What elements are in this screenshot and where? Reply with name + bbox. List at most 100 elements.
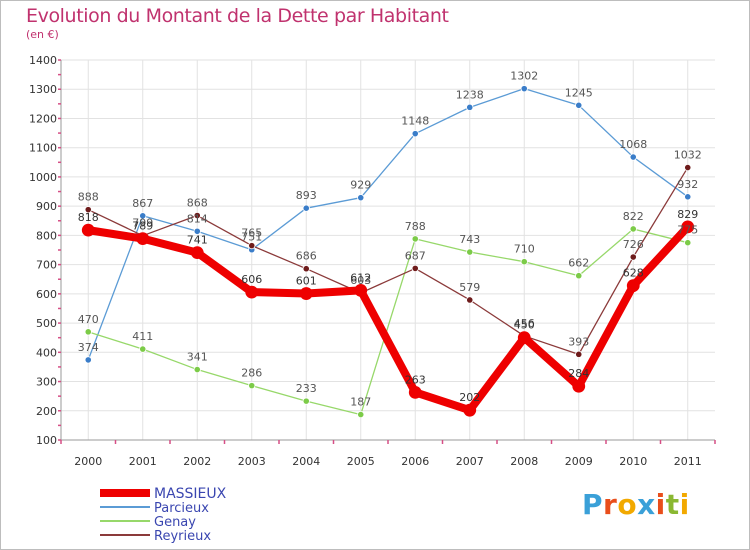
data-label-genay: 788 [405,220,426,233]
data-label-parcieux: 1302 [510,70,538,83]
data-label-massieux: 818 [78,211,99,224]
data-label-genay: 233 [296,382,317,395]
data-point-parcieux [357,194,365,202]
data-point-massieux [626,279,640,293]
data-label-reyrieux: 579 [459,281,480,294]
data-label-reyrieux: 687 [405,249,426,262]
data-label-genay: 411 [132,330,153,343]
data-point-parcieux [302,204,310,212]
series-line-parcieux [87,87,689,361]
data-label-parcieux: 867 [132,197,153,210]
data-point-genay [575,272,583,280]
data-point-reyrieux [411,264,419,273]
data-label-reyrieux: 726 [623,238,644,251]
series-line-genay [87,228,689,416]
data-label-genay: 286 [241,367,262,380]
data-point-genay [84,328,92,336]
y-tick-label-1200: 1200 [29,112,57,125]
proxiti-logo: Proxiti [582,488,690,521]
x-tick-label-2008: 2008 [510,455,538,468]
legend-label-genay: Genay [154,515,196,530]
data-label-reyrieux: 1032 [674,149,702,162]
data-label-parcieux: 814 [187,212,208,225]
data-label-reyrieux: 888 [78,191,99,204]
data-point-reyrieux [84,206,92,214]
series-genay [84,225,692,419]
data-point-massieux [81,223,95,237]
x-tick-label-2011: 2011 [674,455,702,468]
x-tick-label-2001: 2001 [129,455,157,468]
data-label-massieux: 284 [568,367,589,380]
y-tick-label-200: 200 [36,405,57,418]
x-tick-label-2007: 2007 [456,455,484,468]
data-point-reyrieux [193,211,201,220]
data-point-massieux [408,385,422,399]
data-label-massieux: 601 [296,275,317,288]
y-tick-label-1300: 1300 [29,83,57,96]
series-line-massieux [84,222,692,415]
data-label-genay: 710 [514,243,535,256]
data-point-reyrieux [684,163,692,172]
data-label-parcieux: 1148 [401,115,429,128]
data-label-parcieux: 1245 [565,86,593,99]
data-label-massieux: 829 [677,208,698,221]
data-point-parcieux [193,227,201,235]
logo-letter: t [665,488,680,521]
data-point-genay [248,382,256,390]
data-point-massieux [136,232,150,246]
y-tick-label-500: 500 [36,317,57,330]
data-point-massieux [572,379,586,393]
y-tick-label-900: 900 [36,200,57,213]
logo-letter: P [582,488,604,521]
data-label-genay: 662 [568,257,589,270]
logo-letter: x [637,488,656,521]
x-tick-label-2010: 2010 [619,455,647,468]
data-point-parcieux [139,212,147,220]
data-point-parcieux [466,103,474,111]
x-tick-label-2002: 2002 [183,455,211,468]
data-point-massieux [299,287,313,300]
series-parcieux [84,85,692,364]
y-tick-label-300: 300 [36,376,57,389]
x-tick-label-2006: 2006 [401,455,429,468]
data-label-massieux: 450 [514,319,535,332]
data-label-parcieux: 374 [78,341,99,354]
data-point-parcieux [84,356,92,364]
data-point-massieux [517,331,531,345]
data-point-reyrieux [466,296,474,304]
data-point-genay [684,239,692,247]
legend-label-massieux: MASSIEUX [154,486,227,502]
data-point-reyrieux [248,242,256,250]
data-label-genay: 470 [78,313,99,326]
data-point-massieux [463,403,477,417]
data-point-reyrieux [302,265,310,273]
y-tick-label-1400: 1400 [29,54,57,67]
data-label-massieux: 606 [241,273,262,286]
data-label-genay: 822 [623,210,644,223]
data-label-genay: 743 [459,233,480,246]
data-point-genay [411,235,419,243]
series-massieux [81,220,695,417]
data-label-massieux: 263 [405,373,426,386]
x-tick-label-2005: 2005 [347,455,375,468]
legend-label-reyrieux: Reyrieux [154,529,211,544]
data-label-parcieux: 751 [241,231,262,244]
data-point-reyrieux [575,350,583,358]
data-point-genay [357,410,365,419]
data-label-parcieux: 1238 [456,88,484,101]
data-point-genay [520,258,528,266]
data-label-parcieux: 893 [296,189,317,202]
data-point-genay [193,365,201,374]
x-tick-label-2009: 2009 [565,455,593,468]
data-label-reyrieux: 765 [241,227,262,240]
data-label-reyrieux: 456 [514,317,535,330]
data-label-reyrieux: 603 [350,274,371,287]
data-label-massieux: 789 [132,220,153,233]
data-label-genay: 775 [677,224,698,237]
data-point-parcieux [629,153,637,161]
data-point-genay [629,225,637,233]
data-point-massieux [681,220,695,234]
logo-letter: i [679,488,690,521]
